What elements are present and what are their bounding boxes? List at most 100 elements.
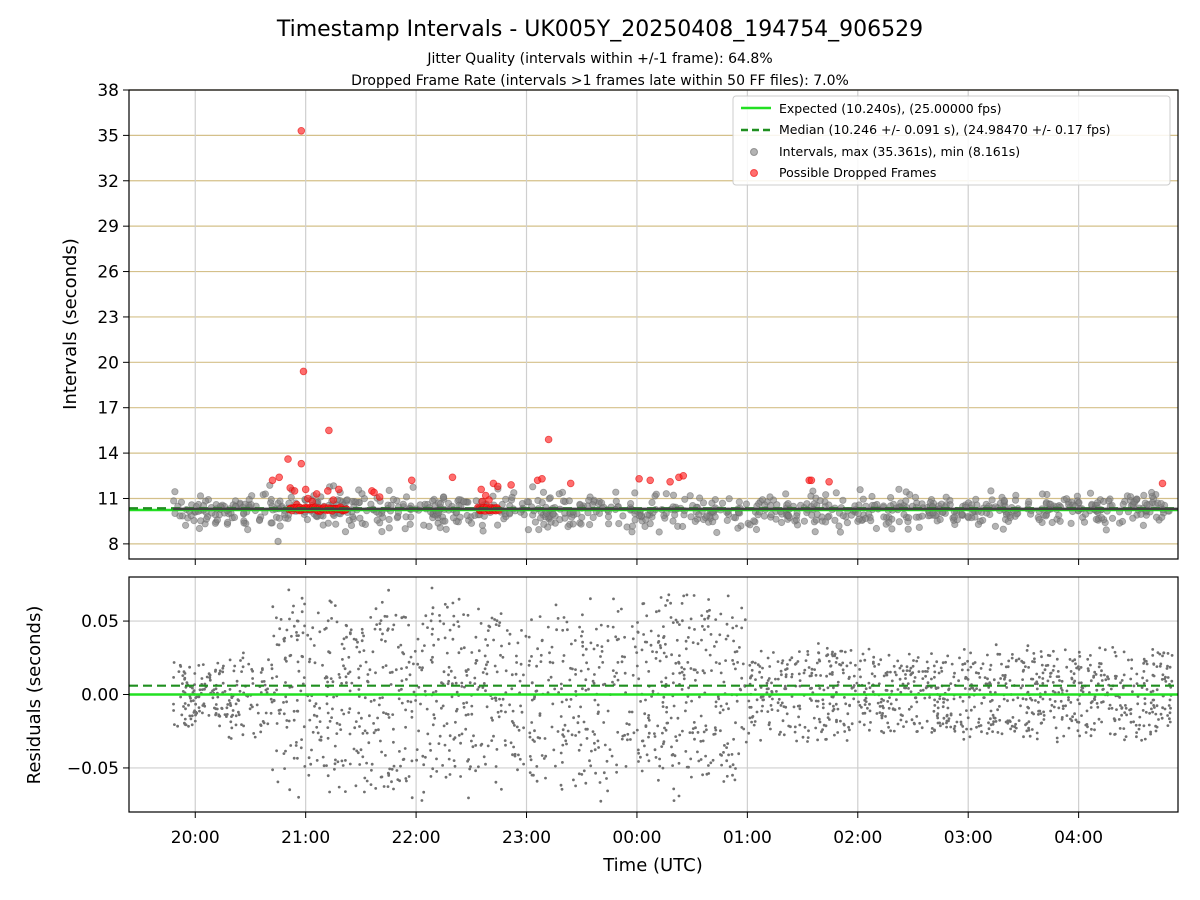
residual-point [577,714,581,718]
residual-point [660,680,663,684]
residual-point [400,687,403,691]
interval-point [810,500,818,508]
residual-point [714,705,718,708]
residual-point [400,701,404,705]
interval-point [385,515,393,524]
residual-point [653,732,656,735]
residual-point [387,716,391,719]
residual-point [881,712,884,715]
residual-point [655,650,658,654]
jitter-quality-subtitle: Jitter Quality (intervals within +/-1 fr… [426,51,772,67]
residual-point [195,695,199,699]
residual-point [1161,706,1164,710]
interval-point [832,489,840,497]
residual-point [515,654,518,658]
residual-point [704,648,708,652]
residual-point [809,687,813,690]
residual-point [1157,718,1160,721]
residual-point [319,738,323,742]
residual-point [981,662,985,666]
residual-point [1032,652,1036,655]
residual-point [242,651,245,655]
residual-point [1030,711,1034,715]
residual-point [499,709,503,713]
residual-point [815,661,819,665]
residual-point [1019,704,1022,708]
residual-point [450,695,454,699]
residual-point [930,731,934,734]
residual-point [574,734,577,737]
residual-point [966,668,970,672]
interval-point [1118,517,1127,526]
residual-point [1048,654,1052,657]
residual-point [319,735,323,739]
residual-point [934,686,938,690]
residual-point [606,709,610,713]
residual-point [711,758,715,762]
residual-point [275,616,278,620]
residual-point [239,659,242,662]
residual-point [1107,677,1110,681]
residual-point [663,726,666,730]
residual-point [474,635,478,639]
residual-point [1039,721,1043,725]
residual-point [932,709,936,713]
interval-point [1080,518,1089,526]
residual-point [532,773,535,777]
residual-point [361,631,364,635]
residual-point [371,650,375,654]
residual-point [839,719,842,723]
residual-point [749,675,753,679]
residual-point [662,625,665,628]
residual-point [215,707,219,711]
residual-point [421,666,424,670]
residual-point [369,616,373,619]
residual-point [292,718,296,722]
residual-point [337,785,341,789]
residual-point [222,664,225,668]
residual-point [839,649,843,653]
residual-point [962,648,966,651]
dropped-frame-point [299,367,308,376]
residual-point [229,720,233,724]
residual-point [1076,729,1080,733]
residual-point [1120,707,1124,710]
residual-point [937,671,941,675]
residual-point [602,721,606,724]
residual-point [459,775,462,778]
residual-point [448,734,452,738]
interval-point [378,527,386,536]
residual-point [1129,712,1133,716]
residual-point [904,686,908,690]
residual-point [297,795,300,799]
interval-point [401,525,409,533]
residual-point [520,710,524,714]
residual-point [962,730,965,734]
residual-point [287,719,291,723]
residual-point [251,677,255,680]
residual-point [384,664,388,667]
residual-point [346,672,350,675]
residual-point [452,737,456,741]
residual-point [288,654,292,658]
residual-point [452,623,456,627]
residual-point [1031,660,1034,663]
residual-point [1041,671,1045,675]
residual-point [442,670,446,674]
residual-point [779,669,783,673]
residual-point [645,614,649,618]
residual-point [921,677,925,680]
residual-point [430,586,434,590]
residual-point [1051,681,1055,684]
residual-point [1093,728,1096,732]
residual-point [455,690,459,694]
residual-point [684,639,688,643]
residual-point [482,682,486,685]
residual-point [474,661,478,665]
residual-point [753,661,757,665]
residual-point [544,754,548,758]
residual-point [495,748,499,751]
residual-point [797,715,800,719]
residual-point [1027,726,1030,730]
residual-point [516,641,520,645]
